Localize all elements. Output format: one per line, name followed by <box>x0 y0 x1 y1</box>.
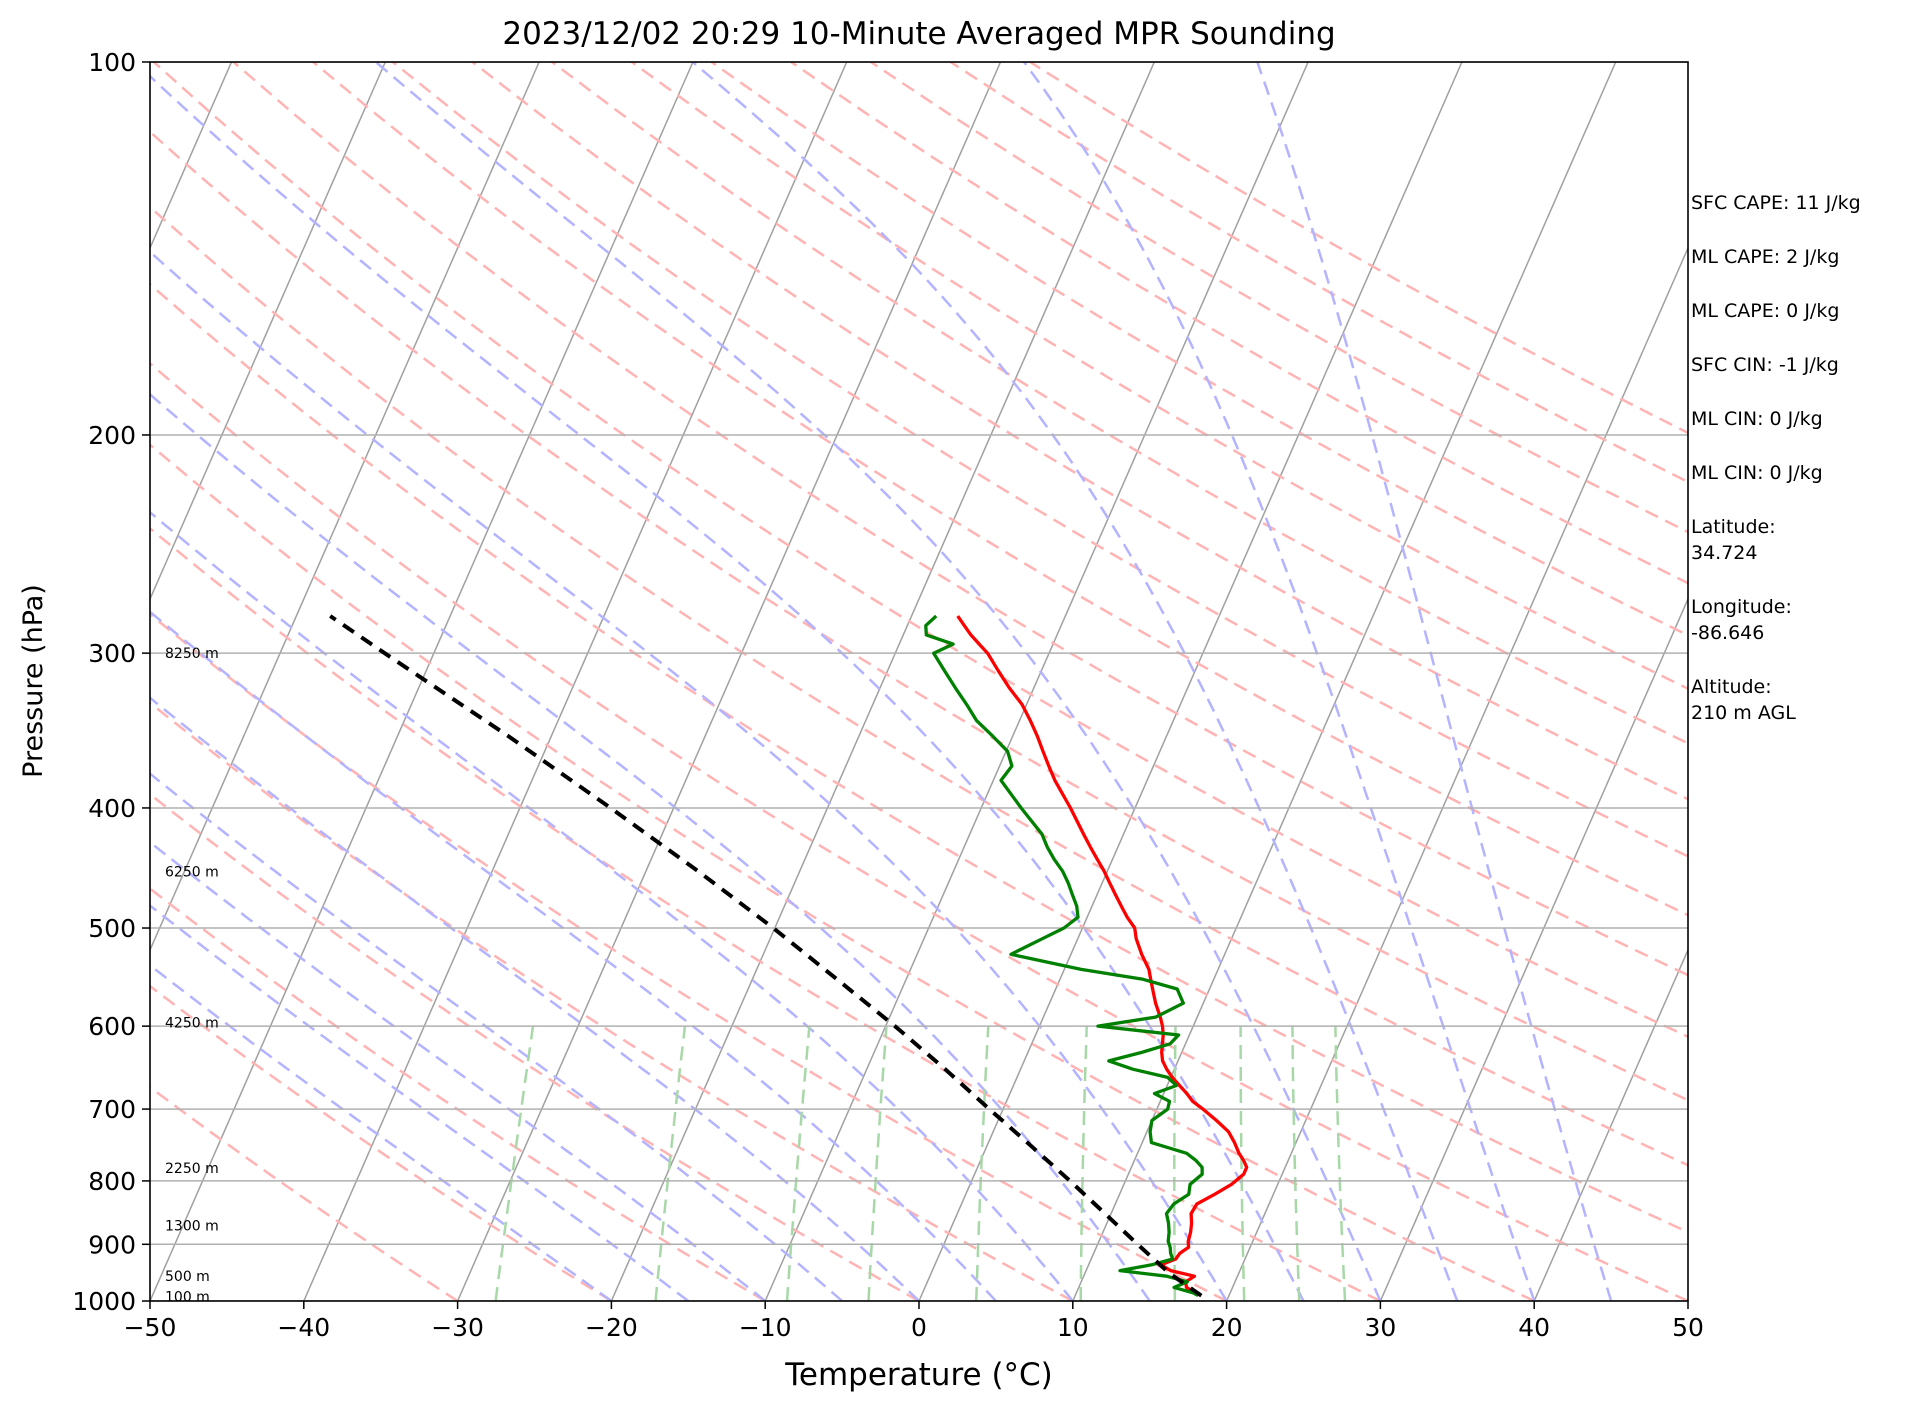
ml-cin-text: ML CIN: 0 J/kg <box>1691 408 1823 430</box>
ml-cape-text: ML CAPE: 2 J/kg <box>1691 246 1840 268</box>
mixing-ratio-line <box>1334 1026 1347 1301</box>
dry-adiabat-line <box>150 1085 459 1301</box>
dry-adiabat-line <box>150 443 1535 1301</box>
isotherm-line <box>918 62 1463 1301</box>
moist-adiabat-line <box>150 250 1228 1301</box>
x-axis: −50 −40 −30 −20 −10 0 10 20 30 40 50 <box>124 1301 1704 1342</box>
x-tick-label: −50 <box>124 1313 177 1342</box>
isotherm-line <box>1379 597 1688 1301</box>
ml-cin-text-2: ML CIN: 0 J/kg <box>1691 462 1823 484</box>
sfc-cin-text: SFC CIN: -1 J/kg <box>1691 354 1839 376</box>
height-labels: 8250 m 6250 m 4250 m 2250 m 1300 m 500 m 100 m <box>165 646 219 1306</box>
height-label: 100 m <box>165 1290 210 1306</box>
dry-adiabat-line <box>150 130 1688 1102</box>
isotherm-line <box>1072 62 1617 1301</box>
sounding-series <box>329 614 1249 1298</box>
height-label: 2250 m <box>165 1161 219 1177</box>
x-tick-label: 40 <box>1518 1313 1550 1342</box>
y-tick-label: 700 <box>88 1095 136 1124</box>
temperature-profile <box>956 615 1249 1298</box>
isotherm-line <box>456 62 1002 1301</box>
y-axis: 100 200 300 400 500 600 700 800 900 1000 <box>72 48 150 1316</box>
moist-adiabat-line <box>1256 62 1613 1301</box>
moist-adiabat-line <box>1023 62 1536 1301</box>
dry-adiabat-line <box>392 62 1688 858</box>
dry-adiabat-line <box>150 282 1688 1234</box>
y-tick-label: 600 <box>88 1012 136 1041</box>
dry-adiabat-line <box>312 62 1688 917</box>
y-tick-label: 100 <box>88 48 136 77</box>
moist-adiabat-line <box>150 696 920 1301</box>
background-lines <box>150 62 1688 1301</box>
latitude-text: Latitude: 34.724 <box>1691 516 1776 564</box>
moist-adiabat-line <box>150 392 1151 1301</box>
height-label: 6250 m <box>165 864 219 880</box>
isotherm-line <box>1225 246 1688 1301</box>
parcel-profile <box>329 614 1203 1298</box>
altitude-text: Altitude: 210 m AGL <box>1691 676 1796 724</box>
moist-adiabat-line <box>150 610 997 1301</box>
height-label: 4250 m <box>165 1016 219 1032</box>
height-label: 8250 m <box>165 646 219 662</box>
dry-adiabat-line <box>150 612 1228 1301</box>
x-tick-label: −40 <box>277 1313 330 1342</box>
dry-adiabat-line <box>471 62 1688 801</box>
x-tick-label: 0 <box>911 1313 927 1342</box>
isotherm-line <box>764 62 1309 1301</box>
isotherm-line <box>610 62 1156 1301</box>
moist-adiabat-line <box>150 74 1305 1301</box>
moist-adiabat-line <box>150 510 1074 1301</box>
isotherm-line <box>1533 948 1688 1301</box>
moist-adiabat-line <box>691 62 1459 1301</box>
dry-adiabat-line <box>232 62 1688 977</box>
moist-adiabat-line <box>150 840 766 1301</box>
dry-adiabat-line <box>150 361 1688 1301</box>
dry-adiabat-line <box>150 205 1688 1167</box>
height-label: 500 m <box>165 1269 210 1285</box>
x-tick-label: 20 <box>1211 1313 1243 1342</box>
isotherm-line <box>303 62 848 1301</box>
dewpoint-profile <box>924 614 1204 1298</box>
dry-adiabat-line <box>150 984 613 1301</box>
longitude-text: Longitude: -86.646 <box>1691 596 1792 644</box>
dry-adiabat-line <box>150 701 1074 1301</box>
mixing-ratio-line <box>1079 1026 1088 1301</box>
y-tick-label: 500 <box>88 914 136 943</box>
dry-adiabat-line <box>551 62 1688 745</box>
mixing-ratio-line <box>785 1025 811 1301</box>
mixing-ratio-line <box>974 1026 990 1301</box>
height-label: 1300 m <box>165 1218 219 1234</box>
moist-adiabat-line <box>374 62 1382 1301</box>
y-tick-label: 200 <box>88 421 136 450</box>
pressure-gridlines <box>150 62 1688 1301</box>
y-tick-label: 400 <box>88 794 136 823</box>
dry-adiabat-line <box>152 62 1688 1039</box>
mixing-ratio-line <box>867 1026 888 1301</box>
x-axis-label: Temperature (°C) <box>784 1357 1053 1393</box>
dry-adiabat-line <box>150 792 920 1301</box>
x-tick-label: 50 <box>1672 1313 1704 1342</box>
x-tick-label: 10 <box>1057 1313 1089 1342</box>
mixing-ratio-line <box>654 1025 687 1301</box>
chart-title: 2023/12/02 20:29 10-Minute Averaged MPR … <box>502 16 1335 52</box>
y-axis-label: Pressure (hPa) <box>18 584 49 778</box>
ml-cape-text-2: ML CAPE: 0 J/kg <box>1691 300 1840 322</box>
isotherm-line <box>150 62 540 952</box>
y-tick-label: 1000 <box>72 1287 136 1316</box>
y-tick-label: 800 <box>88 1167 136 1196</box>
moist-adiabat-line <box>150 772 843 1301</box>
x-tick-label: −10 <box>739 1313 792 1342</box>
isotherm-line <box>150 62 387 601</box>
x-tick-label: −20 <box>585 1313 638 1342</box>
dry-adiabat-line <box>150 526 1381 1301</box>
isotherm-line <box>150 62 694 1301</box>
x-tick-label: −30 <box>431 1313 484 1342</box>
y-tick-label: 900 <box>88 1230 136 1259</box>
y-tick-label: 300 <box>88 639 136 668</box>
sfc-cape-text: SFC CAPE: 11 J/kg <box>1691 192 1861 214</box>
x-tick-label: 30 <box>1364 1313 1396 1342</box>
